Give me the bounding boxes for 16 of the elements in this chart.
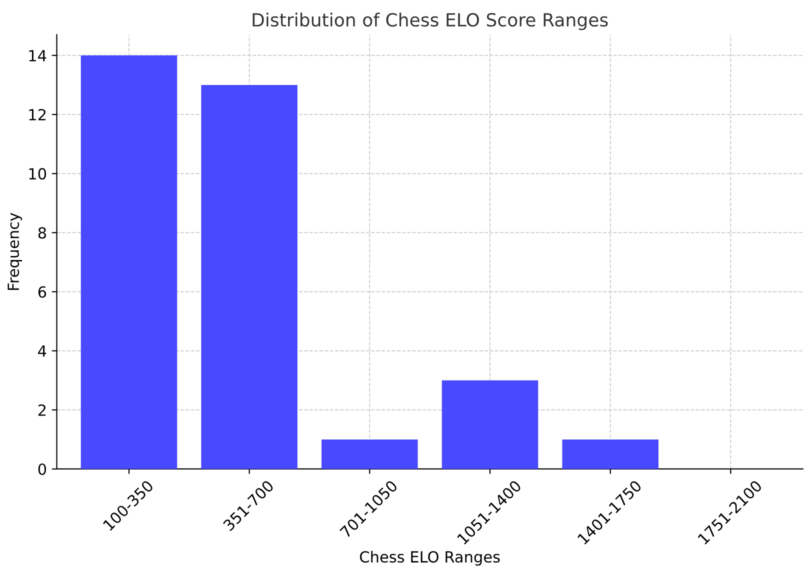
chart-title: Distribution of Chess ELO Score Ranges xyxy=(252,12,608,30)
y-tick-label: 4 xyxy=(38,345,46,357)
y-tick-label: 10 xyxy=(29,168,46,180)
y-tick-label: 2 xyxy=(38,404,46,416)
x-axis-title: Chess ELO Ranges xyxy=(360,550,500,566)
y-tick-label: 12 xyxy=(29,108,46,120)
y-axis-title: Frequency xyxy=(8,212,22,290)
bar xyxy=(562,439,658,469)
bar xyxy=(80,55,178,469)
y-tick-label: 8 xyxy=(38,227,46,239)
bar xyxy=(201,84,298,469)
y-tick-label: 6 xyxy=(38,286,46,298)
y-tick-label: 0 xyxy=(38,463,46,476)
y-tick-label: 14 xyxy=(29,50,46,62)
bar xyxy=(322,439,418,469)
bar xyxy=(442,380,538,469)
